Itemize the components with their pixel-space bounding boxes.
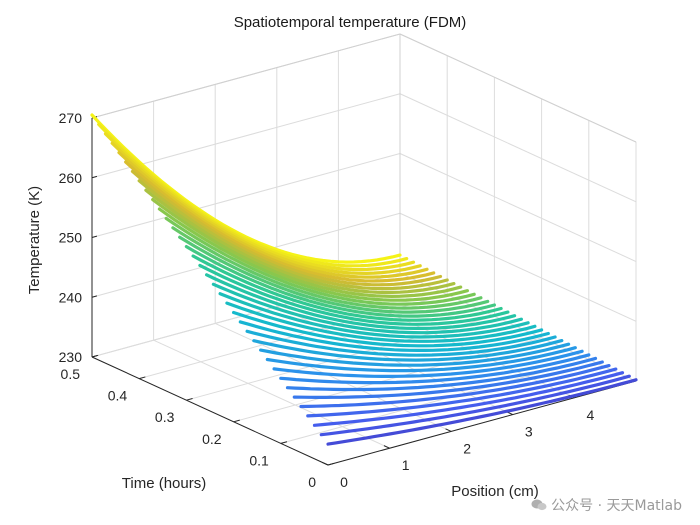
axes-box [91,116,637,466]
z-tick-label: 240 [59,289,83,305]
temperature-line [151,198,463,299]
temperature-line [265,346,577,373]
x-tick-label: 4 [587,407,595,423]
y-tick-label: 0.5 [61,366,81,382]
y-axis-label: Time (hours) [122,475,206,492]
z-axis-label: Temperature (K) [26,186,43,294]
z-tick-mark [91,175,98,179]
temperature-line [205,273,517,330]
y-tick-label: 0.4 [108,388,128,404]
y-tick-mark [233,419,240,423]
x-tick-label: 1 [402,457,410,473]
z-tick-mark [91,355,98,358]
watermark: 公众号 · 天天Matlab [531,495,682,515]
temperature-line [225,301,537,343]
temperature-line [299,364,611,409]
temperature-line [259,342,571,367]
temperature-line [137,179,449,291]
wechat-icon [531,499,547,511]
y-tick-mark [139,376,146,380]
y-tick-label: 0.3 [155,409,175,425]
temperature-line [306,367,618,418]
temperature-line [157,207,469,302]
temperature-line [144,188,456,295]
temperature-line [285,356,598,392]
grid-line [91,153,401,238]
chart-title: Spatiotemporal temperature (FDM) [233,14,467,31]
y-tick-mark [327,462,335,466]
x-tick-mark [322,461,329,466]
x-tick-label: 3 [525,424,533,440]
temperature-line [184,245,496,318]
watermark-text: 公众号 · 天天Matlab [551,498,682,514]
temperature-line [110,141,422,276]
y-tick-label: 0.2 [202,431,222,447]
x-axis [327,380,637,466]
temperature-line [238,320,550,352]
temperature-line [279,353,591,385]
temperature-line [164,216,476,306]
box-edge [399,33,637,143]
z-tick-label: 270 [59,110,83,126]
grid-line [399,153,637,262]
x-tick-mark [383,445,390,449]
x-tick-label: 0 [340,474,348,490]
box-edge [91,33,401,119]
temperature-line [117,151,429,279]
z-tick-label: 260 [59,170,83,186]
temperature-line [191,254,503,322]
temperature-line [178,235,490,314]
temperature-line [292,360,604,399]
temperature-line [312,371,625,427]
temperature-line [171,226,483,310]
z-tick-mark [91,295,98,298]
temperature-line [198,263,510,326]
y-tick-mark [280,441,288,444]
temperature-line [319,374,631,437]
z-tick-mark [91,235,98,238]
temperature-line [130,169,443,287]
temperature-line [218,292,530,339]
temperature-line [103,132,416,272]
grid-line [186,315,495,401]
temperature-line [252,339,564,362]
temperature-line [124,160,436,283]
temperature-line [232,310,544,348]
x-axis-label: Position (cm) [451,483,539,500]
temperature-line [245,329,557,357]
z-tick-label: 230 [59,349,83,365]
x-tick-label: 2 [463,440,471,456]
temperature-line [211,282,524,335]
grid-line [399,93,637,203]
y-tick-label: 0.1 [249,452,269,468]
z-tick-label: 250 [59,230,83,246]
x-tick-mark [445,428,452,432]
y-axis [91,356,329,466]
y-tick-label: 0 [308,474,316,490]
grid-line [399,212,637,322]
temperature-line [272,349,584,378]
temperature-line [326,378,638,446]
temperature-lines [90,113,638,446]
y-tick-mark [186,398,193,401]
